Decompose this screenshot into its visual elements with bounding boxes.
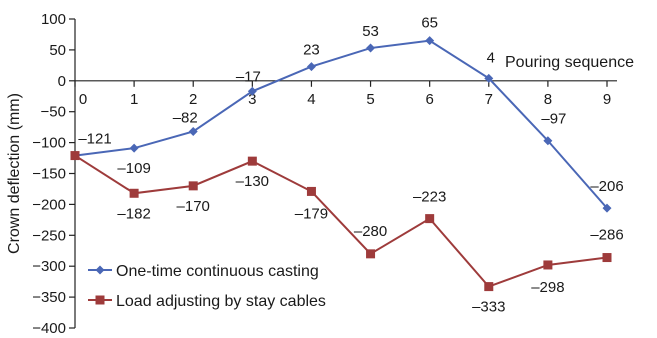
data-label: –121 <box>78 131 111 148</box>
series-0-point <box>602 203 612 213</box>
x-tick-label: 7 <box>485 91 493 108</box>
data-label: –206 <box>590 178 623 195</box>
series-1-point <box>543 260 553 270</box>
x-tick-label: 1 <box>130 91 138 108</box>
series-0-point <box>543 136 553 146</box>
y-tick-label: −150 <box>32 166 66 183</box>
data-label: –333 <box>472 299 505 316</box>
x-tick-label: 0 <box>79 91 87 108</box>
series-1-point <box>484 282 494 292</box>
data-label: –17 <box>236 68 261 85</box>
legend-marker-diamond <box>95 265 105 275</box>
legend-item-one-time-continuous-casting: One-time continuous casting <box>88 263 319 280</box>
y-axis-title: Crown deflection (mm) <box>6 93 23 254</box>
y-tick-label: −350 <box>32 289 66 306</box>
y-tick-label: −250 <box>32 227 66 244</box>
data-label: 65 <box>421 15 438 32</box>
series-0-point <box>188 126 198 136</box>
series-1-point <box>306 186 316 196</box>
x-axis-title: Pouring sequence <box>505 54 634 71</box>
data-label: –179 <box>295 205 328 222</box>
x-tick-label: 4 <box>307 91 315 108</box>
legend-label-0: One-time continuous casting <box>116 263 319 280</box>
legend-marker-shape <box>95 295 105 305</box>
legend-marker-shape <box>95 265 105 275</box>
y-tick-label: −100 <box>32 135 66 152</box>
series-1-point <box>188 181 198 191</box>
series-0-point <box>247 86 257 96</box>
y-tick-label: 100 <box>41 11 66 28</box>
legend-label-1: Load adjusting by stay cables <box>116 293 326 310</box>
x-tick-label: 2 <box>189 91 197 108</box>
data-label: –298 <box>531 279 564 296</box>
data-label: –82 <box>173 109 198 126</box>
series-0-point <box>484 73 494 83</box>
series-1-point <box>602 253 612 263</box>
x-tick-label: 5 <box>366 91 374 108</box>
legend: One-time continuous casting Load adjusti… <box>88 263 326 310</box>
series-1-point <box>366 249 376 259</box>
y-tick-label: 50 <box>49 42 66 59</box>
axes: 100 50 0 −50 −100 −150 −200 −250 −300 −350 −400 0 1 2… <box>32 11 617 337</box>
x-tick-label: 9 <box>603 91 611 108</box>
y-tick-label: −300 <box>32 258 66 275</box>
legend-marker-square <box>95 295 105 305</box>
data-label: 53 <box>362 23 379 40</box>
data-label: –280 <box>354 223 387 240</box>
data-label: –130 <box>236 173 269 190</box>
x-tick-label: 3 <box>248 91 256 108</box>
y-tick-label: −50 <box>41 104 66 121</box>
series-1-point <box>70 151 80 161</box>
legend-item-load-adjusting: Load adjusting by stay cables <box>88 293 326 310</box>
x-tick-label: 8 <box>544 91 552 108</box>
series-1-point <box>425 214 435 224</box>
series-1-point <box>247 156 257 166</box>
series-0-point <box>306 62 316 72</box>
series-layer <box>70 36 612 292</box>
data-label: –97 <box>541 111 566 128</box>
data-label: –182 <box>117 205 150 222</box>
series-line-1 <box>74 154 608 288</box>
series-line-0 <box>74 39 608 209</box>
data-label: 4 <box>487 49 495 66</box>
series-1-point <box>129 188 139 198</box>
data-label: –109 <box>117 160 150 177</box>
data-label: –223 <box>413 189 446 206</box>
y-tick-label: −200 <box>32 196 66 213</box>
series-0-point <box>366 43 376 53</box>
series-0-point <box>129 143 139 153</box>
data-label: –170 <box>177 198 210 215</box>
series-1 <box>70 151 612 292</box>
series-0-point <box>425 36 435 46</box>
y-tick-label: −400 <box>32 320 66 337</box>
x-tick-label: 6 <box>425 91 433 108</box>
data-label: 23 <box>303 42 320 59</box>
y-tick-label: 0 <box>58 73 66 90</box>
data-label: –286 <box>590 227 623 244</box>
